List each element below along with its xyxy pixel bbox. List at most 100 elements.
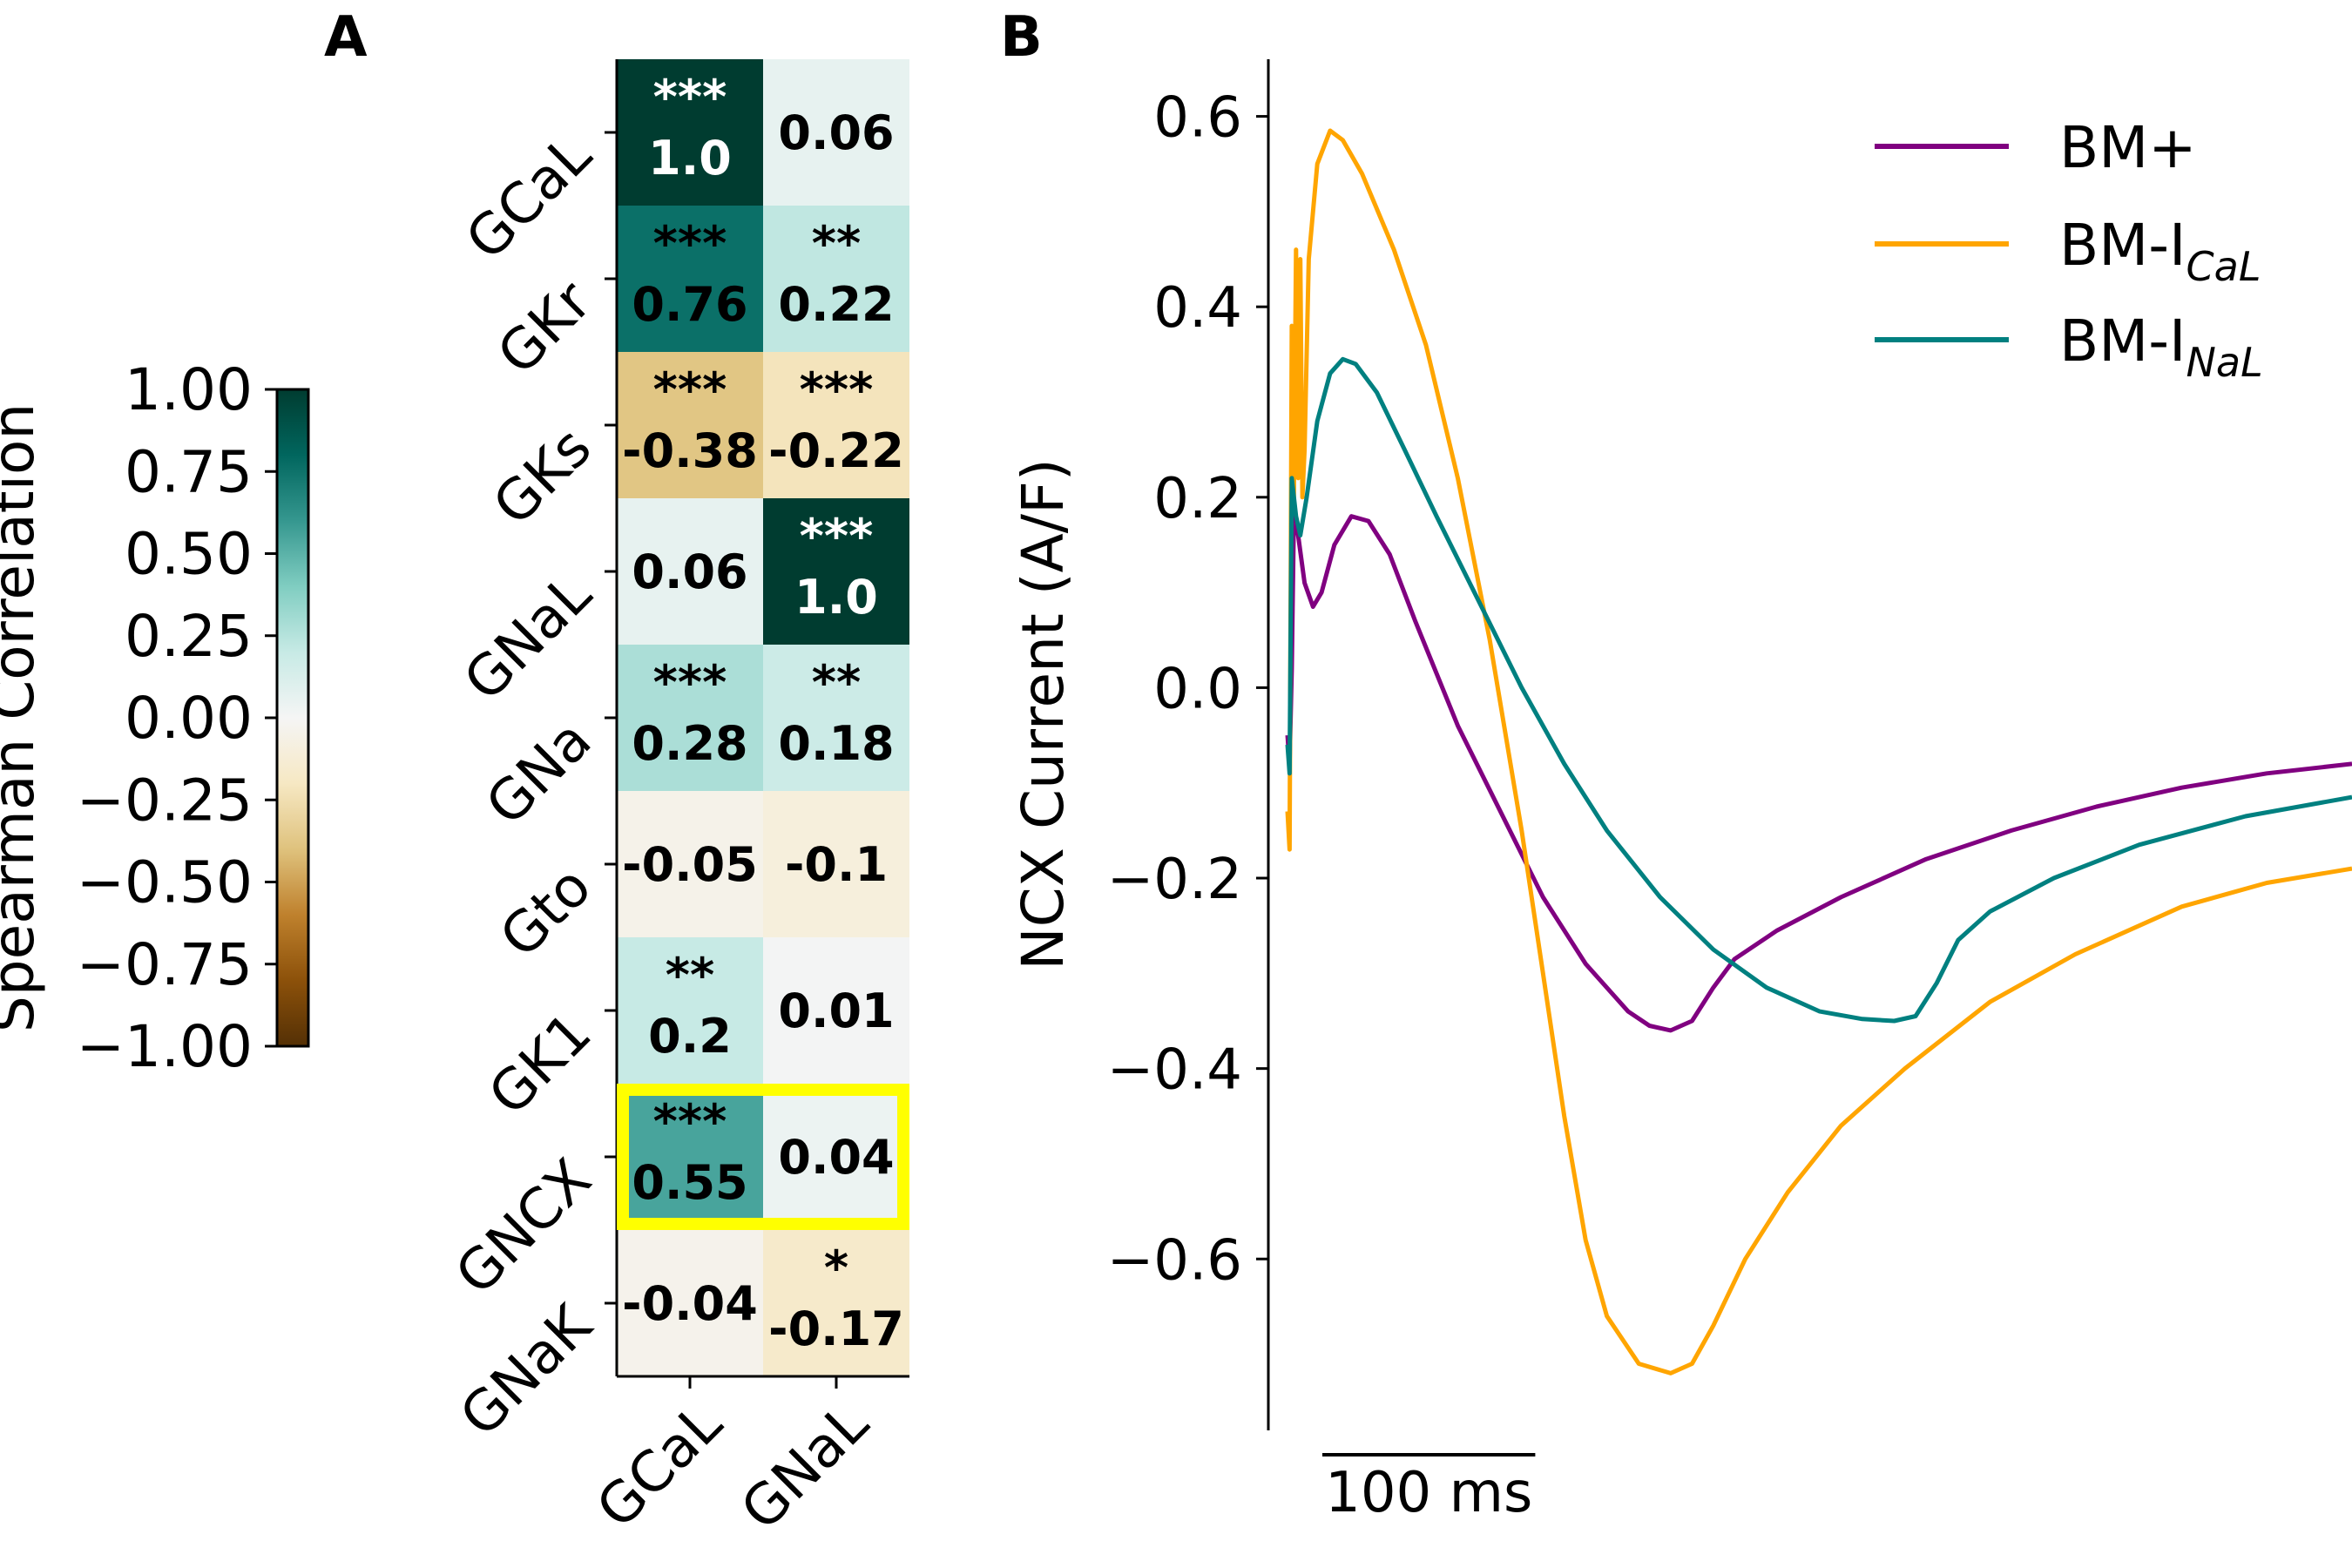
y-tick-label: 0.0 xyxy=(1153,657,1242,721)
heatmap-cell-gcal-gnal xyxy=(763,59,909,206)
colorbar: 1.00 0.75 0.50 0.25 0.00 −0.25 −0.50 −0.75 −1.00… xyxy=(0,356,310,1080)
legend-label-bm-plus: BM+ xyxy=(2059,114,2197,181)
heatmap-cell-gnal-gnal xyxy=(763,498,909,645)
heatmap-cell-gto-gnal xyxy=(763,791,909,937)
legend-label-bm-inal-sub: NaL xyxy=(2186,339,2263,386)
row-label-gna: GNa xyxy=(474,708,604,838)
heatmap-cell-gnak-gcal xyxy=(617,1230,763,1376)
correlation-heatmap: ***1.0 0.06***0.76**0.22***-0.38***-0.220… xyxy=(443,59,909,1543)
column-label-gcal: GCaL xyxy=(585,1391,734,1541)
heatmap-cell-gna-gcal xyxy=(617,645,763,791)
row-label-gcal: GCaL xyxy=(454,123,604,273)
y-tick-label: 0.6 xyxy=(1153,86,1242,151)
colorbar-tick-label: 0.50 xyxy=(125,521,253,588)
y-tick-label: −0.4 xyxy=(1107,1038,1242,1103)
scale-bar: 100 ms xyxy=(1322,1453,1536,1525)
series-lines xyxy=(1285,128,2352,1375)
legend-label-bm-ical-sub: CaL xyxy=(2186,243,2261,290)
correlation-value: 0.2 xyxy=(648,1009,732,1064)
significance-marker: *** xyxy=(653,655,727,710)
correlation-value: 0.06 xyxy=(632,544,747,599)
colorbar-tick-label: −0.25 xyxy=(77,767,253,834)
heatmap-cell-gnak-gnal xyxy=(763,1230,909,1376)
correlation-value: 0.01 xyxy=(778,983,894,1038)
significance-marker: ** xyxy=(666,948,714,1003)
heatmap-cell-gncx-gcal xyxy=(617,1084,763,1230)
correlation-value: 0.04 xyxy=(778,1130,894,1185)
column-label-gnal: GNaL xyxy=(729,1391,881,1543)
colorbar-tick-label: 1.00 xyxy=(125,356,253,423)
correlation-value: 0.22 xyxy=(778,277,894,332)
correlation-value: 0.06 xyxy=(778,105,894,160)
correlation-value: -0.22 xyxy=(768,423,904,478)
colorbar-bar xyxy=(275,388,310,1048)
ncx-current-chart: 0.6 0.4 0.2 0.0 −0.2 −0.4 −0.6 NCX Current (A/… xyxy=(1010,59,2352,1525)
heatmap-cell-gks-gnal xyxy=(763,352,909,498)
legend-label-bm-ical-main: BM-I xyxy=(2059,212,2186,279)
colorbar-tick-label: −1.00 xyxy=(77,1013,253,1080)
legend-label-bm-inal: BM-INaL xyxy=(2059,308,2263,386)
significance-marker: *** xyxy=(653,362,727,417)
correlation-value: -0.17 xyxy=(768,1301,904,1356)
correlation-value: -0.1 xyxy=(785,837,888,892)
colorbar-tick-label: 0.00 xyxy=(125,685,253,752)
correlation-value: 0.55 xyxy=(632,1155,747,1210)
row-label-gncx: GNCX xyxy=(443,1147,604,1308)
row-label-gnal: GNaL xyxy=(452,562,604,713)
legend: BM+ BM-ICaL BM-INaL xyxy=(1875,114,2263,386)
series-line-bm xyxy=(1285,514,2352,1033)
significance-marker: *** xyxy=(653,70,727,125)
row-label-gks: GKs xyxy=(482,416,605,538)
correlation-value: 0.18 xyxy=(778,716,894,771)
y-tick-label: −0.2 xyxy=(1107,848,1242,912)
colorbar-tick-label: −0.75 xyxy=(77,931,253,998)
colorbar-tick-label: 0.75 xyxy=(125,438,253,505)
heatmap-cell-gnal-gcal xyxy=(617,498,763,645)
panel-label-a: A xyxy=(324,5,368,70)
significance-marker: * xyxy=(824,1240,848,1295)
significance-marker: *** xyxy=(653,1094,727,1149)
heatmap-cells xyxy=(617,59,909,1376)
heatmap-cell-gk1-gcal xyxy=(617,937,763,1084)
significance-marker: *** xyxy=(800,509,874,564)
heatmap-cell-gk1-gnal xyxy=(763,937,909,1084)
y-axis-label: NCX Current (A/F) xyxy=(1010,458,1077,970)
heatmap-cell-gkr-gcal xyxy=(617,206,763,352)
significance-marker: ** xyxy=(812,655,861,710)
correlation-value: 1.0 xyxy=(794,570,878,625)
heatmap-cell-gkr-gnal xyxy=(763,206,909,352)
colorbar-ticks: 1.00 0.75 0.50 0.25 0.00 −0.25 −0.50 −0.75 −1.00 xyxy=(77,356,277,1080)
y-tick-label: −0.6 xyxy=(1107,1228,1242,1293)
heatmap-cell-labels: ***1.0 0.06***0.76**0.22***-0.38***-0.220… xyxy=(622,70,904,1356)
row-label-gnak: GNaK xyxy=(449,1293,605,1450)
heatmap-cell-gto-gcal xyxy=(617,791,763,937)
heatmap-cell-gks-gcal xyxy=(617,352,763,498)
panel-label-b: B xyxy=(1000,5,1043,70)
legend-label-bm-ical: BM-ICaL xyxy=(2059,212,2261,290)
y-ticks: 0.6 0.4 0.2 0.0 −0.2 −0.4 −0.6 xyxy=(1107,86,1268,1293)
row-label-gto: Gto xyxy=(488,855,604,970)
colorbar-tick-label: 0.25 xyxy=(125,603,253,670)
correlation-value: 0.76 xyxy=(632,277,747,332)
scale-bar-label: 100 ms xyxy=(1325,1461,1532,1525)
significance-marker: *** xyxy=(653,216,727,271)
legend-label-bm-inal-main: BM-I xyxy=(2059,308,2186,375)
row-label-gkr: GKr xyxy=(486,269,605,388)
row-label-gk1: GK1 xyxy=(476,1001,604,1128)
correlation-value: -0.05 xyxy=(622,837,758,892)
series-line-bm-inal xyxy=(1285,356,2352,1024)
series-line-bm-ical xyxy=(1285,128,2352,1375)
legend-label-bm-plus-main: BM+ xyxy=(2059,114,2197,181)
heatmap-cell-gcal-gcal xyxy=(617,59,763,206)
y-tick-label: 0.4 xyxy=(1153,276,1242,341)
heatmap-cell-gncx-gnal xyxy=(763,1084,909,1230)
correlation-value: 1.0 xyxy=(648,131,732,186)
correlation-value: -0.38 xyxy=(622,423,758,478)
significance-marker: *** xyxy=(800,362,874,417)
correlation-value: -0.04 xyxy=(622,1276,758,1331)
highlight-box xyxy=(617,1084,909,1230)
y-tick-label: 0.2 xyxy=(1153,467,1242,531)
